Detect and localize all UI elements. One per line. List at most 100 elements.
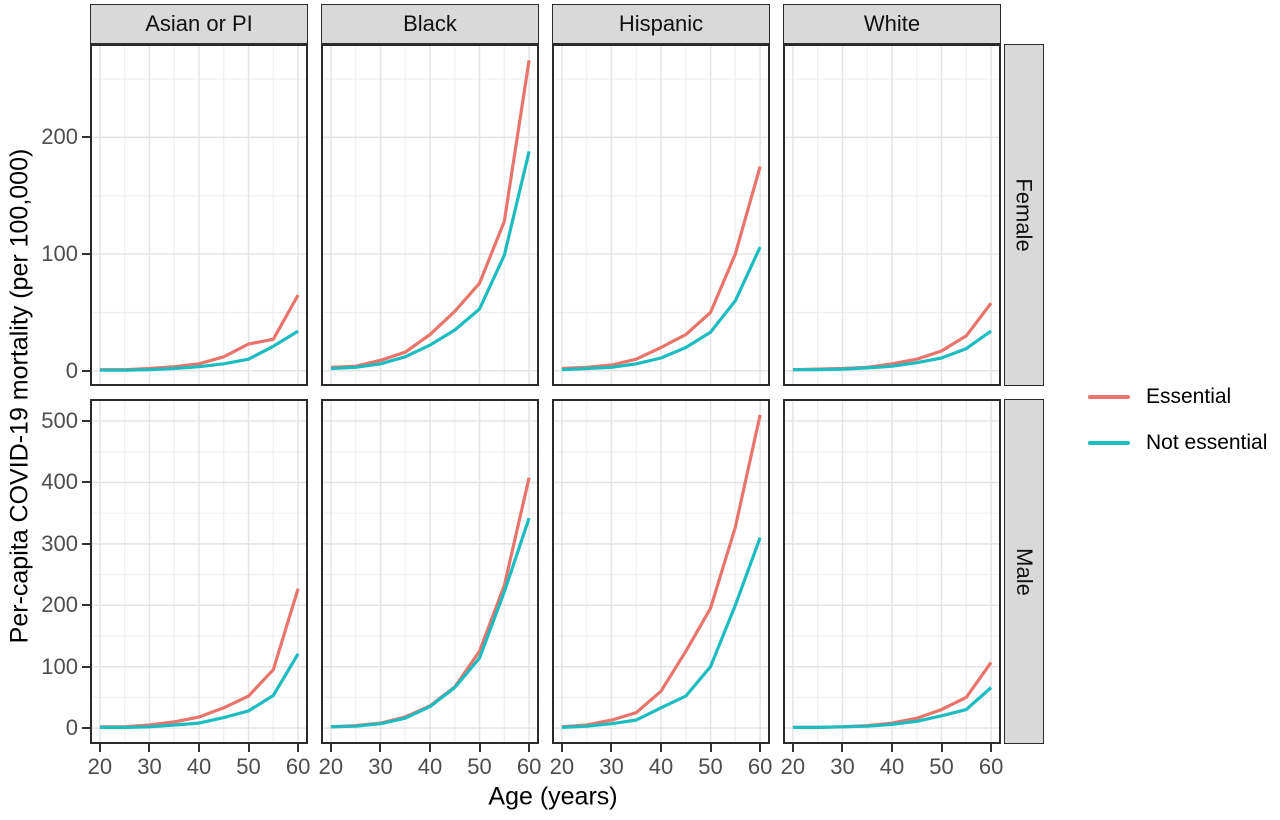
y-tick-label: 400: [41, 469, 78, 495]
x-tick-label: 20: [780, 754, 806, 779]
facet-col-label: Hispanic: [618, 11, 704, 36]
facet-col-label: Asian or PI: [145, 11, 253, 36]
x-tick-label: 20: [549, 754, 575, 779]
x-tick-label: 60: [516, 754, 542, 779]
y-tick-mark: [82, 253, 90, 256]
x-tick-mark: [478, 744, 481, 752]
panel-border: [552, 44, 770, 386]
line-not-essential: [330, 151, 531, 371]
line-not-essential: [561, 246, 762, 372]
x-tick-mark: [297, 744, 300, 752]
y-tick-mark: [82, 369, 90, 372]
y-tick-mark: [82, 481, 90, 484]
x-tick-label: 40: [879, 754, 905, 779]
x-tick-mark: [791, 744, 794, 752]
line-not-essential: [99, 652, 300, 729]
x-tick-label: 50: [698, 754, 723, 779]
x-tick-mark: [247, 744, 250, 752]
x-tick-mark: [198, 744, 200, 752]
panel-canvas: [552, 399, 770, 744]
panel-border: [90, 44, 308, 386]
panel-male-hispanic: [552, 399, 770, 744]
legend-item-not-essential: Not essential: [1088, 429, 1267, 457]
panel-border: [90, 399, 308, 744]
panel-canvas: [321, 399, 539, 744]
facet-row-strip-male: Male: [1004, 399, 1044, 744]
legend-label: Essential: [1146, 385, 1232, 408]
x-tick-label: 30: [368, 754, 393, 779]
x-tick-mark: [709, 744, 712, 752]
line-not-essential: [330, 517, 531, 729]
panel-border: [552, 399, 770, 744]
x-tick-label: 60: [978, 754, 1004, 779]
x-tick-label: 30: [599, 754, 624, 779]
y-tick-label: 100: [41, 241, 78, 267]
x-tick-mark: [660, 744, 662, 752]
facet-row-label: Female: [1012, 178, 1038, 252]
facet-col-strip-black: Black: [321, 4, 539, 44]
panel-border: [321, 399, 539, 744]
x-tick-mark: [429, 744, 431, 752]
panel-male-asian-or-pi: [90, 399, 308, 744]
x-tick-mark: [891, 744, 893, 752]
x-tick-mark: [560, 744, 563, 752]
x-axis-title: Age (years): [488, 782, 618, 811]
legend-swatch-not-essential: [1088, 441, 1130, 445]
x-tick-label: 50: [236, 754, 261, 779]
y-tick-mark: [82, 604, 90, 607]
x-tick-mark: [528, 744, 531, 752]
legend-swatch-essential: [1088, 395, 1130, 399]
facet-row-label: Male: [1012, 547, 1037, 596]
y-tick-label: 300: [41, 530, 78, 556]
x-tick-label: 40: [648, 754, 674, 779]
x-tick-mark: [990, 744, 993, 752]
line-not-essential: [561, 537, 762, 729]
x-tick-label: 40: [417, 754, 443, 779]
line-essential: [561, 414, 762, 729]
facet-col-label: Black: [403, 11, 457, 36]
panel-canvas: [783, 399, 1001, 744]
x-tick-label: 30: [137, 754, 162, 779]
y-tick-mark: [82, 136, 90, 139]
panel-female-white: [783, 44, 1001, 386]
facet-col-strip-white: White: [783, 4, 1001, 44]
panel-female-black: [321, 44, 539, 386]
y-tick-mark: [82, 727, 90, 730]
y-tick-label: 0: [65, 357, 78, 383]
panel-canvas: [321, 44, 539, 386]
x-tick-label: 50: [467, 754, 492, 779]
panel-border: [783, 399, 1001, 744]
x-tick-label: 30: [830, 754, 855, 779]
line-essential: [330, 60, 531, 369]
line-not-essential: [792, 686, 993, 729]
x-tick-mark: [940, 744, 943, 752]
x-tick-label: 50: [929, 754, 954, 779]
panel-canvas: [783, 44, 1001, 386]
y-tick-label: 200: [41, 124, 78, 150]
x-tick-mark: [759, 744, 762, 752]
x-tick-mark: [379, 744, 382, 752]
y-tick-label: 0: [65, 715, 78, 741]
x-tick-mark: [148, 744, 151, 752]
line-not-essential: [792, 329, 993, 372]
facet-col-label: White: [863, 11, 921, 36]
x-tick-mark: [98, 744, 101, 752]
panel-male-white: [783, 399, 1001, 744]
panel-canvas: [90, 399, 308, 744]
panel-female-asian-or-pi: [90, 44, 308, 386]
x-tick-mark: [841, 744, 844, 752]
y-tick-label: 500: [41, 408, 78, 434]
panel-canvas: [552, 44, 770, 386]
x-tick-label: 20: [318, 754, 344, 779]
line-not-essential: [99, 329, 299, 372]
facet-col-strip-hispanic: Hispanic: [552, 4, 770, 44]
x-tick-label: 60: [285, 754, 311, 779]
legend-item-essential: Essential: [1088, 383, 1231, 411]
panel-border: [321, 44, 539, 386]
y-tick-label: 100: [41, 653, 78, 679]
y-tick-mark: [82, 665, 90, 668]
panel-canvas: [90, 44, 308, 386]
x-tick-mark: [329, 744, 332, 752]
